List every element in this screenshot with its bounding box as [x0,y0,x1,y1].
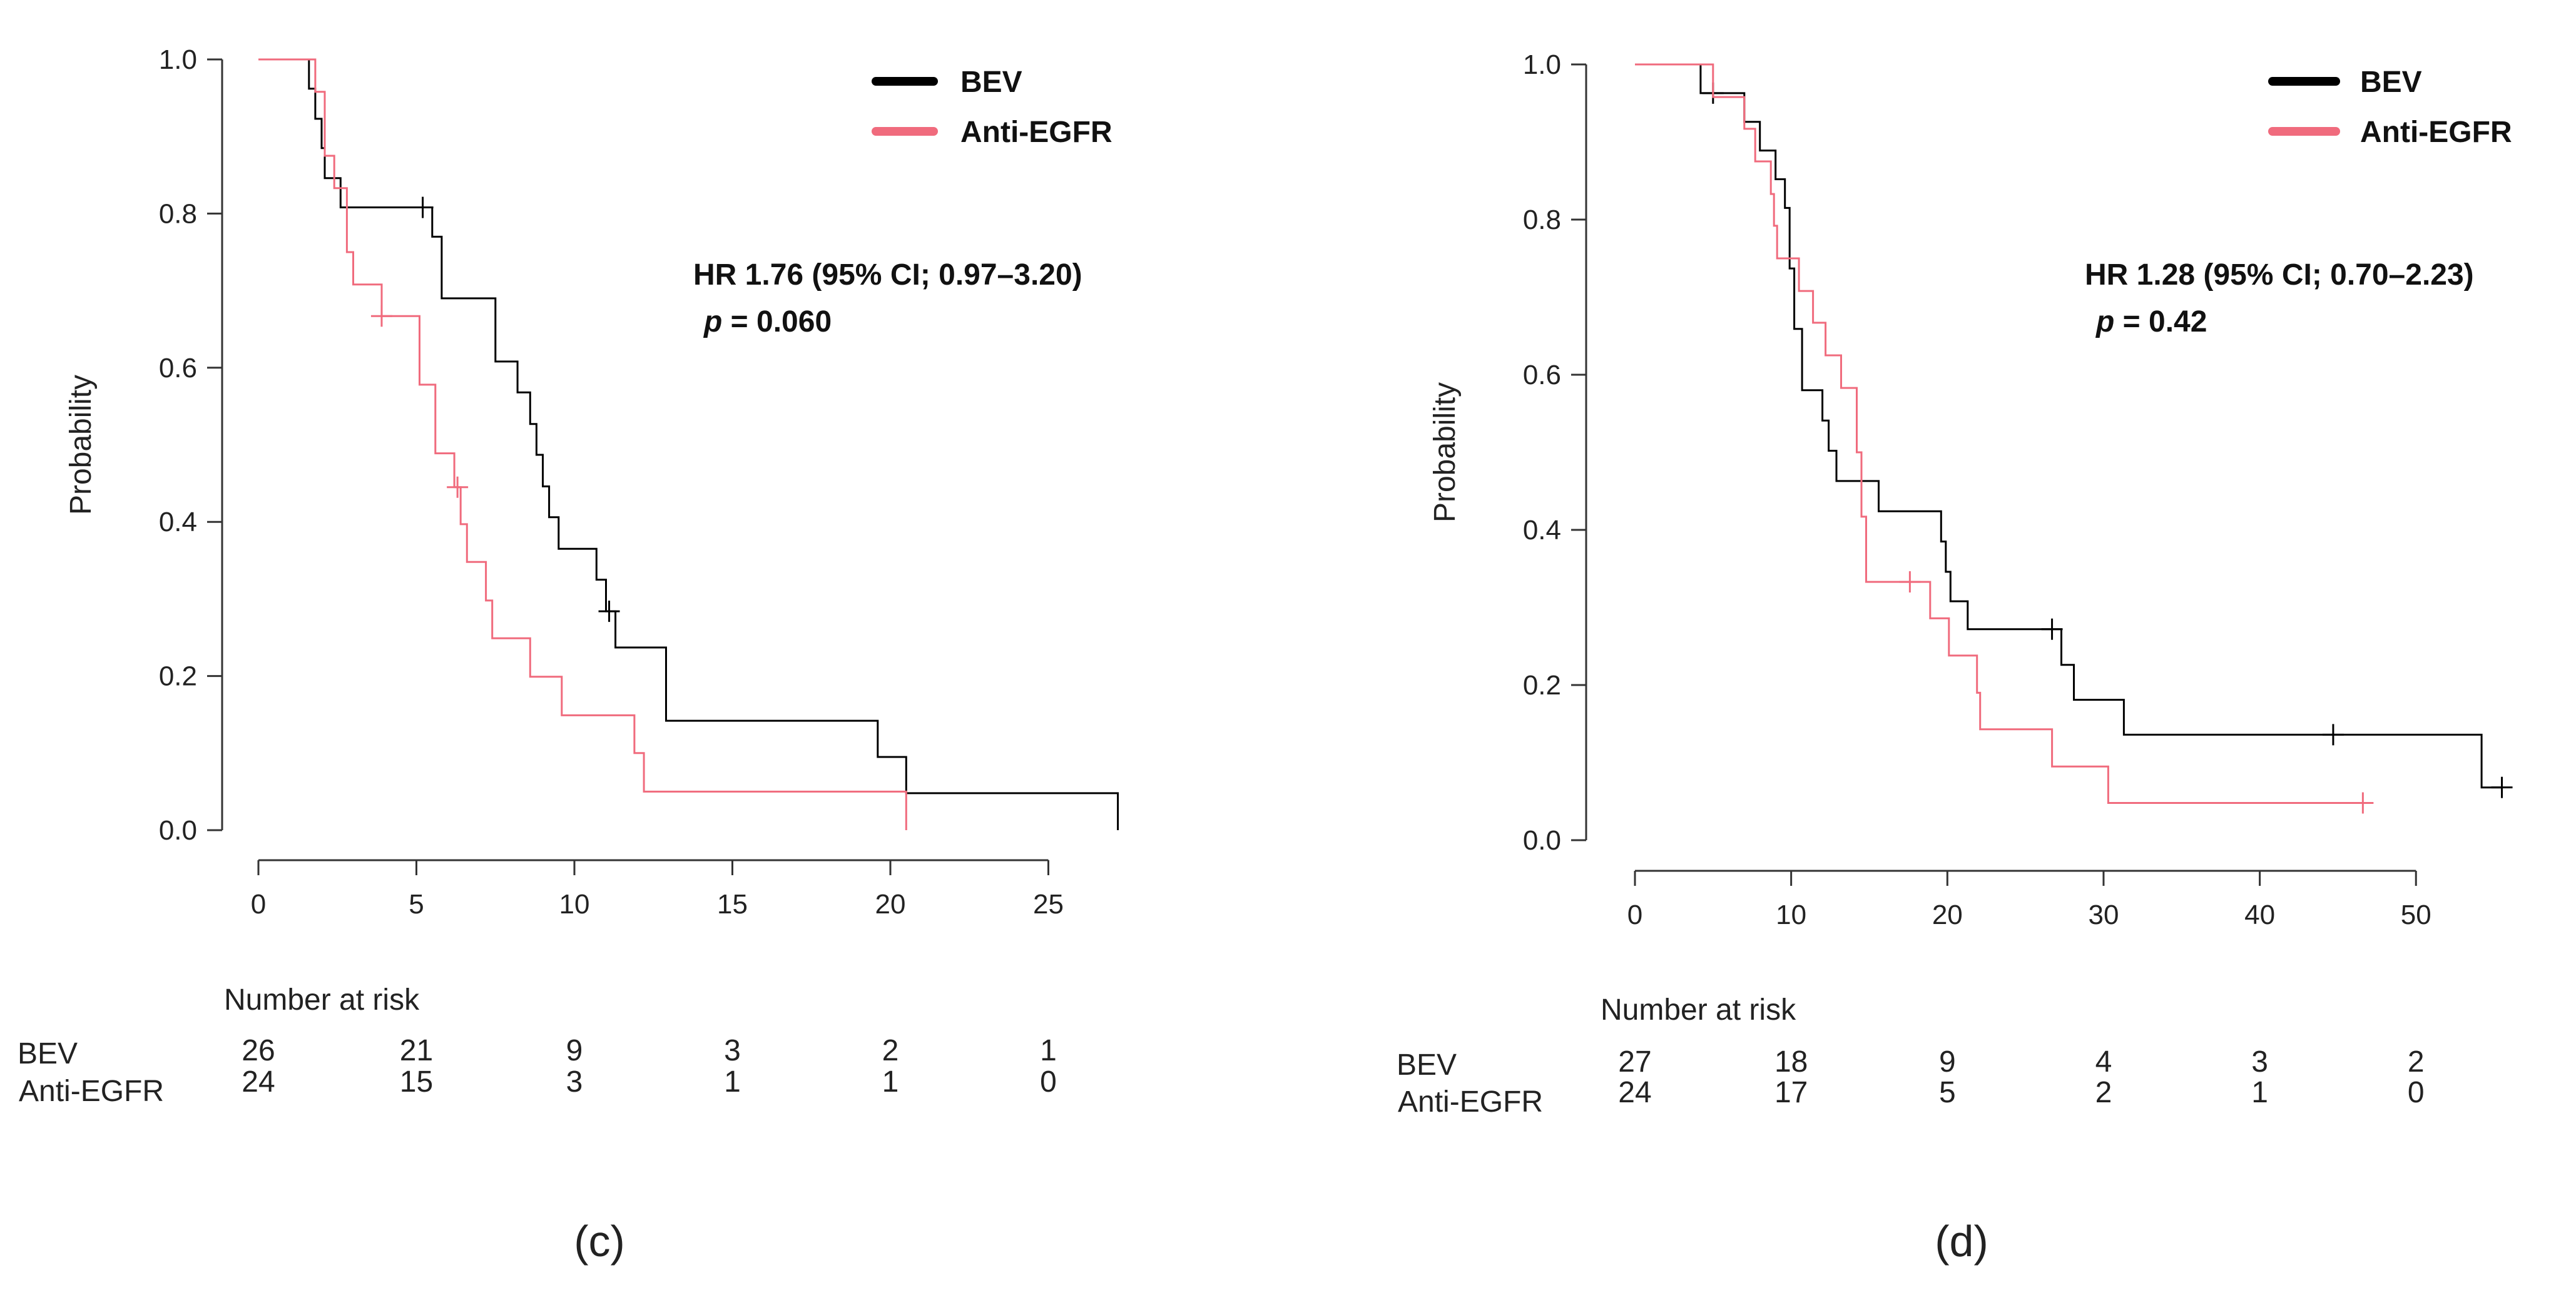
censor-mark-bev [2491,776,2513,798]
risk-count: 1 [724,1065,741,1099]
risk-count: 18 [1774,1045,1808,1079]
y-tick-label: 0.4 [159,507,197,537]
risk-count: 24 [242,1065,275,1099]
y-tick-label: 0.4 [1523,515,1561,546]
risk-count: 1 [882,1065,899,1099]
risk-table-title: Number at risk [224,983,420,1017]
x-tick-label: 0 [251,889,266,920]
y-tick-label: 0.2 [159,661,197,692]
x-tick-label: 20 [875,889,906,920]
risk-count: 0 [1040,1065,1057,1099]
x-tick-label: 20 [1932,900,1963,930]
risk-count: 3 [566,1065,583,1099]
y-tick-label: 1.0 [1523,49,1561,80]
risk-count: 17 [1774,1076,1808,1109]
km-curve-bev [258,58,1119,830]
x-tick-label: 25 [1033,889,1064,920]
censor-mark-bev [598,601,620,622]
hazard-ratio-annotation: HR 1.28 (95% CI; 0.70–2.23) [2085,258,2474,292]
risk-count: 15 [400,1065,433,1099]
censor-mark-anti-egfr [1899,571,1921,593]
risk-count: 2 [2095,1076,2112,1109]
y-tick-label: 0.6 [1523,360,1561,390]
risk-count: 4 [2095,1045,2112,1079]
x-tick-label: 10 [1776,900,1806,930]
risk-count: 9 [1939,1045,1956,1079]
x-tick-label: 15 [717,889,748,920]
risk-row-label: BEV [1397,1049,1457,1082]
p-value-annotation: p = 0.42 [2095,305,2207,338]
risk-count: 2 [882,1034,899,1067]
y-tick-label: 0.0 [1523,825,1561,856]
risk-count: 5 [1939,1076,1956,1109]
risk-count: 26 [242,1034,275,1067]
risk-count: 3 [2251,1045,2268,1079]
legend-label: Anti-EGFR [960,116,1112,149]
risk-row-label: BEV [18,1037,78,1070]
y-tick-label: 0.0 [159,815,197,846]
y-axis-label: Probability [1428,382,1462,522]
risk-count: 2 [2408,1045,2425,1079]
hazard-ratio-annotation: HR 1.76 (95% CI; 0.97–3.20) [693,258,1082,292]
x-tick-label: 5 [409,889,424,920]
x-tick-label: 10 [559,889,590,920]
risk-table-title: Number at risk [1601,993,1796,1027]
y-tick-label: 0.6 [159,353,197,383]
risk-count: 1 [2251,1076,2268,1109]
censor-mark-bev [2322,724,2344,746]
km-curve-bev [1635,63,2502,789]
censor-mark-bev [412,196,434,218]
y-axis-label: Probability [64,375,98,515]
censor-mark-anti-egfr [370,305,392,327]
risk-count: 9 [566,1034,583,1067]
km-curve-anti-egfr [258,58,907,830]
risk-count: 24 [1618,1076,1651,1109]
risk-count: 21 [400,1034,433,1067]
x-tick-label: 50 [2401,900,2431,930]
censor-mark-anti-egfr [447,476,469,498]
km-curve-anti-egfr [1635,63,2363,804]
y-tick-label: 0.8 [1523,205,1561,235]
x-tick-label: 0 [1627,900,1642,930]
risk-count: 27 [1618,1045,1651,1079]
risk-count: 3 [724,1034,741,1067]
risk-row-label: Anti-EGFR [1398,1085,1543,1119]
x-tick-label: 30 [2088,900,2119,930]
risk-count: 1 [1040,1034,1057,1067]
p-value-annotation: p = 0.060 [703,305,832,338]
y-tick-label: 0.8 [159,198,197,229]
censor-mark-anti-egfr [2352,792,2374,814]
panel-label: (c) [574,1217,625,1266]
y-tick-label: 1.0 [159,44,197,75]
y-tick-label: 0.2 [1523,670,1561,701]
censor-mark-bev [2041,618,2063,640]
risk-row-label: Anti-EGFR [19,1075,164,1108]
legend-label: BEV [960,66,1022,99]
risk-count: 0 [2408,1076,2425,1109]
panel-label: (d) [1935,1217,1988,1266]
legend-label: Anti-EGFR [2360,116,2512,149]
legend-label: BEV [2360,66,2422,99]
x-tick-label: 40 [2244,900,2275,930]
